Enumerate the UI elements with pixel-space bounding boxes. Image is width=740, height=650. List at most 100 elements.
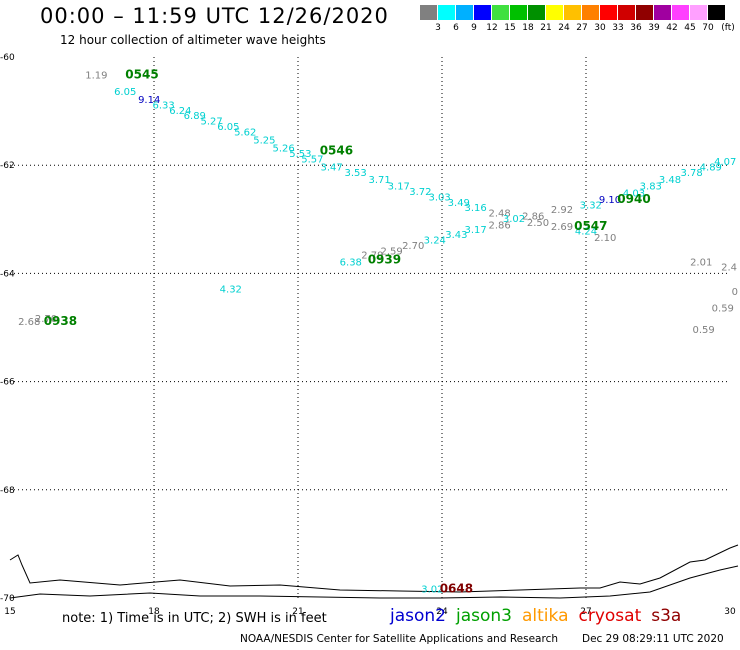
legend-label: 36 [630,23,642,33]
wave-height-value: 2.4 [721,263,737,274]
wave-height-value: 4.32 [220,284,242,295]
wave-height-value: 5.62 [234,127,256,138]
legend-swatch [708,5,725,20]
legend-label: 21 [540,23,552,33]
wave-height-value: 3.48 [659,175,681,186]
legend-swatch [600,5,617,20]
wave-height-value: 9.14 [138,95,160,106]
wave-height-value: 3.17 [464,225,486,236]
x-tick-label: 15 [4,607,15,617]
map-subtitle: 12 hour collection of altimeter wave hei… [60,33,326,47]
legend-swatch [636,5,653,20]
wave-height-value: 5.53 [289,149,311,160]
satellite-key: jason2 jason3 altika cryosat s3a [390,606,691,626]
wave-height-value: 1.19 [85,71,107,82]
wave-height-value: 6.33 [152,100,174,111]
legend-swatch [474,5,491,20]
legend-swatch [564,5,581,20]
wave-height-value: 6.24 [169,106,191,117]
wave-height-value: 2.59 [380,246,402,257]
x-tick-label: 18 [148,607,160,617]
wave-height-value: 3.78 [680,168,702,179]
legend-label: 30 [594,23,606,33]
pass-time-label: 0939 [368,253,401,267]
pass-time-label: 0940 [617,192,650,206]
wave-height-value: 5.25 [253,136,275,147]
y-tick-label: -70 [0,594,15,604]
wave-height-value: 3.43 [445,230,467,241]
satellite-pass-labels: 0545 0546 0547 0939 0940 0938 0648 [44,68,651,596]
wave-height-value: 6.38 [340,257,362,268]
wave-height-value: 3.02 [421,585,443,596]
map-grid: 15 18 21 24 27 30 -60 -62 -64 -66 -68 -70 [0,53,736,617]
legend-label: 70 [702,23,714,33]
satellite-name: altika [522,606,569,626]
legend-label: 45 [684,23,696,33]
legend-label: 12 [486,23,498,33]
wave-height-value: 5.57 [301,154,323,165]
x-tick-label: 24 [436,607,448,617]
legend-label: 39 [648,23,660,33]
wave-height-observations: 1.196.059.146.336.246.895.276.055.625.25… [18,71,738,596]
coastline [9,544,739,599]
legend-swatch [672,5,689,20]
legend-swatch [492,5,509,20]
x-tick-label: 30 [724,607,736,617]
legend-label: 15 [504,23,516,33]
legend-unit: (ft) [721,23,735,33]
satellite-name: jason3 [456,606,512,626]
legend-swatch [582,5,599,20]
wave-height-value: 3.49 [448,198,470,209]
legend-label: 18 [522,23,534,33]
wave-height-value: 3.16 [464,203,486,214]
satellite-name: s3a [651,606,682,626]
wave-height-value: 2.70 [402,241,424,252]
wave-height-value: 3.47 [320,163,342,174]
wave-height-value: 2.86 [522,211,544,222]
y-tick-label: -60 [0,53,15,63]
wave-height-value: 2.79 [361,250,383,261]
wave-height-value: 0.59 [712,303,734,314]
legend-swatch [618,5,635,20]
wave-height-value: 4.89 [700,163,722,174]
wave-height-value: 3.53 [344,168,366,179]
footer-note: note: 1) Time is in UTC; 2) SWH is in fe… [62,611,327,626]
wave-height-value: 9.10 [599,195,621,206]
wave-height-value: 3.32 [580,200,602,211]
wave-height-value: 3.03 [428,192,450,203]
y-tick-label: -66 [0,378,15,388]
legend-swatch [438,5,455,20]
wave-height-value: 2.48 [488,209,510,220]
y-tick-label: -64 [0,269,15,279]
legend-label: 27 [576,23,588,33]
legend-swatch [654,5,671,20]
x-tick-label: 27 [580,607,591,617]
pass-time-label: 0545 [125,68,158,82]
wave-height-value: 2.68 [18,317,40,328]
wave-height-value: 2.70 [35,314,57,325]
legend-label: 6 [453,23,459,33]
legend-swatch [510,5,527,20]
wave-height-value: 2.92 [551,205,573,216]
pass-time-label: 0938 [44,314,77,328]
generated-timestamp: Dec 29 08:29:11 UTC 2020 [582,633,724,645]
pass-time-label: 0547 [574,219,607,233]
legend-label: 24 [558,23,570,33]
wave-height-value: 5.26 [272,144,294,155]
wave-height-value: 3.17 [388,182,410,193]
satellite-name: cryosat [578,606,642,626]
wave-height-value: 2.01 [690,257,712,268]
wave-height-value: 4.24 [575,226,597,237]
wave-height-value: 2.50 [527,218,549,229]
coastline-path-upper [9,544,739,593]
wave-height-value: 3.24 [424,236,446,247]
y-tick-label: -62 [0,161,15,171]
y-tick-label: -68 [0,486,15,496]
credit-line: NOAA/NESDIS Center for Satellite Applica… [240,633,558,645]
wave-height-value: 6.89 [184,111,206,122]
legend-swatch [456,5,473,20]
wave-height-value: 6.05 [217,122,239,133]
wave-height-value: 0 [732,287,738,298]
wave-height-value: 3.72 [409,187,431,198]
